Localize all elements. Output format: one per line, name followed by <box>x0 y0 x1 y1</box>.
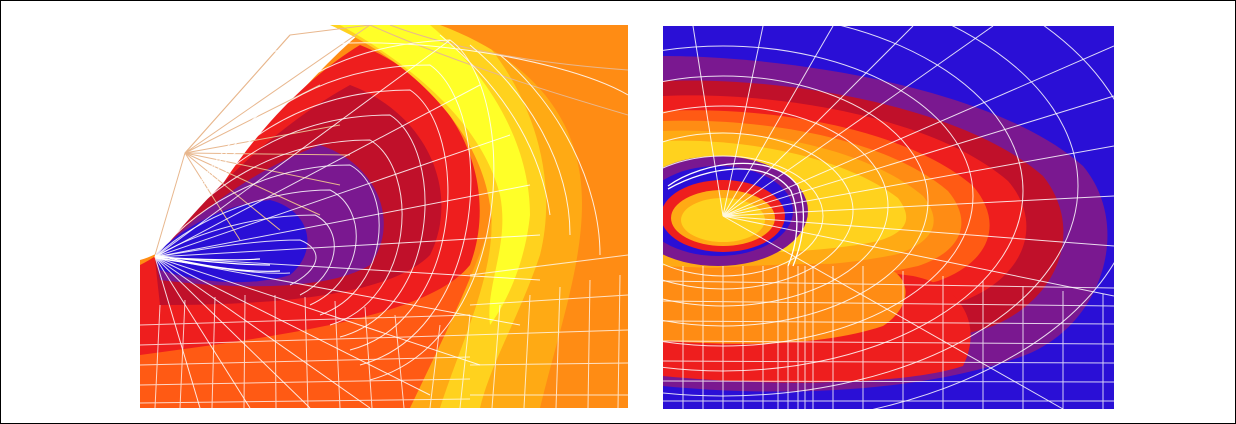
right-hole-edge-lines <box>667 162 805 267</box>
right-hole-center <box>681 198 765 242</box>
right-contour-plot <box>663 26 1114 409</box>
left-contour-plot <box>140 25 628 408</box>
right-white-mesh-grid <box>663 266 1114 409</box>
left-white-mesh-arcs <box>154 34 628 381</box>
left-notch-tip-lines <box>154 254 281 272</box>
left-contour-svg <box>140 25 628 408</box>
left-band-blue <box>155 200 308 283</box>
right-contour-svg <box>663 26 1114 409</box>
left-white-mesh-spokes <box>154 39 541 408</box>
left-band-orange-right <box>440 25 628 408</box>
right-white-mesh-spokes <box>692 26 1114 409</box>
left-band-yellow <box>340 25 530 325</box>
left-white-mesh-grid <box>140 254 628 408</box>
